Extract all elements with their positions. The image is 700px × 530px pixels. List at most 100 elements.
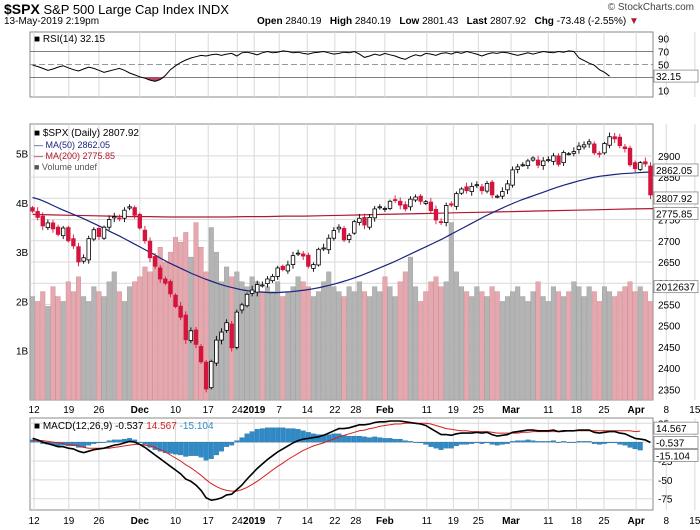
candle-body xyxy=(433,208,439,221)
volume-bar xyxy=(162,261,168,401)
volume-bar xyxy=(469,296,475,401)
price-tick-label: 2700 xyxy=(658,237,681,248)
candle-body xyxy=(622,146,628,150)
volume-bar xyxy=(270,291,276,401)
volume-bar xyxy=(341,296,347,401)
volume-bar xyxy=(361,291,367,401)
macd-right-label-box xyxy=(653,436,699,449)
open-label: Open xyxy=(257,16,283,27)
chart-title: $SPX S&P 500 Large Cap Index INDX xyxy=(4,1,229,17)
price-tick-label: 2900 xyxy=(658,152,681,163)
volume-bar xyxy=(617,291,623,401)
rsi-last-label: 32.15 xyxy=(656,72,681,83)
macd-histogram-bar xyxy=(637,441,643,451)
macd-line xyxy=(32,420,651,502)
candle-body xyxy=(627,147,633,166)
quote-bar: Open 2840.19 High 2840.19 Low 2801.43 La… xyxy=(257,16,639,27)
macd-histogram-bar xyxy=(86,441,92,446)
volume-tick-label: 5B xyxy=(16,150,29,161)
candle-body xyxy=(581,144,587,148)
macd-histogram-bar xyxy=(229,441,235,446)
volume-bar xyxy=(510,291,516,401)
volume-bar xyxy=(326,271,332,401)
price-tick-label: 2850 xyxy=(658,173,681,184)
volume-bar xyxy=(622,286,628,401)
candle-body xyxy=(76,246,81,263)
volume-bar xyxy=(545,301,551,401)
candle-body xyxy=(280,265,285,271)
candle-body xyxy=(239,304,245,311)
volume-bar xyxy=(193,222,199,401)
volume-bar xyxy=(65,281,71,401)
x-tick-label-macd: 25 xyxy=(598,516,610,527)
price-right-label: 2807.92 xyxy=(656,194,693,205)
candle-body xyxy=(443,205,449,223)
quote-datetime: 13-May-2019 2:19pm xyxy=(4,16,100,27)
macd-histogram-bar xyxy=(270,427,276,443)
candle-body xyxy=(403,204,408,210)
macd-histogram-bar xyxy=(423,441,429,445)
candle-body xyxy=(183,314,188,341)
symbol: $SPX xyxy=(4,1,40,17)
candle-body xyxy=(556,155,561,165)
macd-histogram-bar xyxy=(356,435,362,443)
volume-last-label: 2012637 xyxy=(656,283,695,294)
candle-body xyxy=(413,196,418,201)
macd-histogram-bar xyxy=(254,429,260,443)
macd-histogram-bar xyxy=(387,438,393,443)
x-tick-label-macd: Apr xyxy=(628,516,645,527)
macd-legend: ■ MACD(12,26,9) -0.537 14.567 -15.104 xyxy=(34,421,214,432)
volume-bar xyxy=(515,286,521,401)
rsi-last-label-box xyxy=(653,69,699,83)
volume-bar xyxy=(259,291,265,401)
macd-histogram-bar xyxy=(351,435,357,443)
candle-body xyxy=(586,141,592,145)
candle-body xyxy=(479,186,485,192)
candle-body xyxy=(260,284,265,287)
macd-histogram-bar xyxy=(525,439,531,443)
macd-histogram-bar xyxy=(372,436,378,443)
candle-body xyxy=(209,360,214,389)
price-legend: ■ $SPX (Daily) 2807.92 xyxy=(34,128,139,139)
volume-bar xyxy=(402,271,408,401)
candle-body xyxy=(40,215,45,227)
macd-histogram-bar xyxy=(505,441,510,444)
exchange: INDX xyxy=(197,2,229,17)
x-tick-label-macd: 7 xyxy=(276,516,282,527)
volume-bar xyxy=(581,296,587,401)
volume-bar xyxy=(224,266,230,401)
candle-body xyxy=(367,217,372,228)
ma200-legend: — MA(200) 2775.85 xyxy=(34,151,115,161)
candle-body xyxy=(30,207,35,212)
candle-body xyxy=(35,211,40,218)
candle-body xyxy=(214,339,219,364)
x-tick-label-price: 19 xyxy=(63,405,75,416)
macd-histogram-bar xyxy=(469,441,475,444)
macd-signal-line xyxy=(32,422,641,492)
x-tick-label-macd: 18 xyxy=(571,516,583,527)
volume-bar xyxy=(254,281,260,401)
x-tick-label-price: Apr xyxy=(628,405,645,416)
volume-bar xyxy=(55,296,61,401)
macd-tick-label: -75 xyxy=(658,495,673,506)
candle-body xyxy=(255,284,260,293)
volume-last-label-box xyxy=(653,280,699,294)
candle-body xyxy=(127,206,132,209)
volume-bar xyxy=(203,271,209,401)
volume-bar xyxy=(586,286,592,401)
candle-body xyxy=(86,238,91,261)
macd-histogram-bar xyxy=(224,441,230,447)
x-tick-label-macd: 11 xyxy=(422,516,433,527)
low-label: Low xyxy=(399,16,420,27)
candle-body xyxy=(617,136,622,147)
volume-bar xyxy=(525,301,531,401)
volume-bar xyxy=(152,256,158,401)
macd-histogram-bar xyxy=(300,430,306,443)
x-tick-label-price: 26 xyxy=(93,405,105,416)
volume-bar xyxy=(596,301,602,401)
macd-histogram-bar xyxy=(96,441,102,444)
candle-body xyxy=(500,191,505,197)
macd-histogram-bar xyxy=(428,441,434,447)
macd-right-label: 14.567 xyxy=(656,424,687,435)
